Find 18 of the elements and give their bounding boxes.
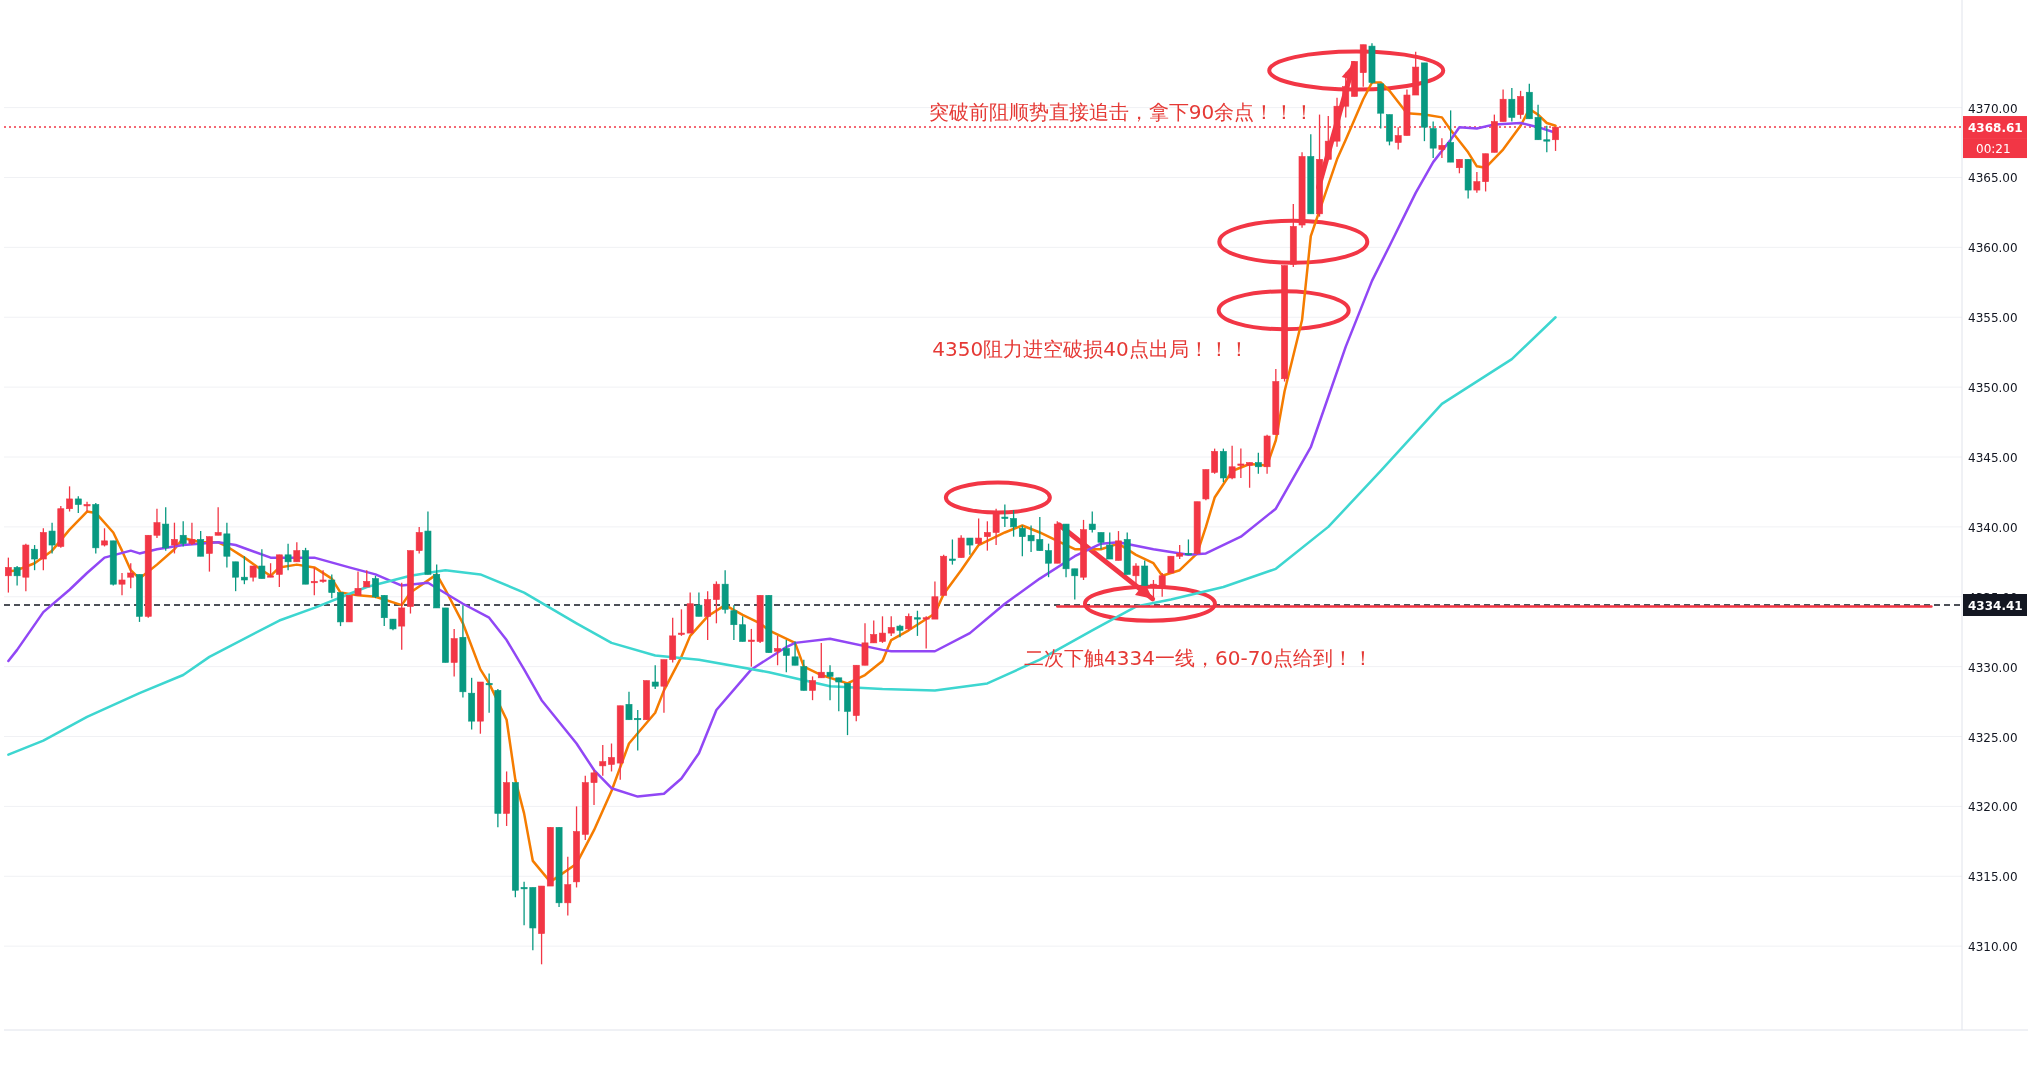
line-series	[7, 316, 1557, 756]
y-tick-label: 4365.00	[1968, 171, 2018, 186]
y-tick-label: 4345.00	[1968, 451, 2018, 465]
text: 00:21	[1976, 142, 2011, 157]
y-tick-label: 4355.00	[1968, 311, 2018, 326]
y-tick-label: 4370.00	[1968, 101, 2018, 116]
y-tick-label: 4330.00	[1968, 660, 2018, 675]
annotation: 突破前阻顺势直接追击，拿下90余点！！！	[928, 99, 1315, 124]
y-tick-label: 4350.00	[1968, 381, 2018, 396]
y-tick-label: 4325.00	[1968, 730, 2018, 745]
ref-line-label: 4334.41	[1968, 599, 2023, 613]
ref-line-label: 4368.61	[1968, 121, 2023, 136]
y-tick-label: 4310.00	[1968, 940, 2018, 955]
y-tick-label: 4360.00	[1968, 241, 2018, 256]
y-tick-label: 4340.00	[1968, 520, 2018, 535]
annotation: 4350阻力进空破损40点出局！！！	[932, 337, 1249, 362]
y-tick-label: 4315.00	[1968, 870, 2018, 885]
y-tick-label: 4320.00	[1968, 800, 2018, 815]
